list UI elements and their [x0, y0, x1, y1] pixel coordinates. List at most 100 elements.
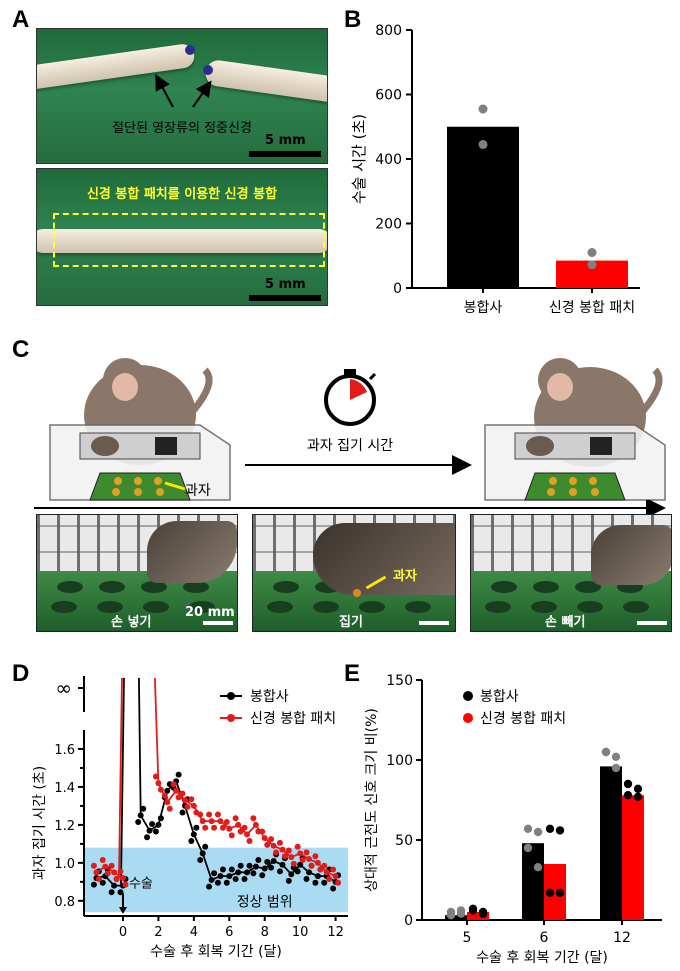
data-point	[217, 818, 224, 825]
data-point	[223, 819, 230, 826]
data-point	[119, 875, 126, 882]
series-line-to-inf	[120, 677, 125, 886]
monkey-arm-out	[591, 525, 671, 585]
x-tick-label: 12	[613, 930, 631, 946]
data-point	[321, 879, 328, 886]
normal-range-label: 정상 범위	[237, 894, 293, 910]
data-point	[545, 888, 555, 897]
bar	[622, 795, 644, 920]
cut-nerve-label: 절단된 영장류의 정중신경	[112, 121, 252, 136]
data-point	[155, 780, 162, 787]
data-point	[157, 786, 164, 793]
data-point	[252, 821, 259, 828]
data-point	[523, 824, 533, 833]
scale-bar-top	[249, 151, 321, 157]
cage-right	[484, 424, 666, 501]
data-point	[478, 909, 488, 918]
data-point	[111, 869, 118, 876]
data-point	[332, 873, 339, 880]
data-point	[152, 828, 159, 835]
x-tick-label: 8	[261, 925, 269, 940]
photo-label-hand-out: 손 빼기	[545, 615, 586, 630]
nerve-tip-left	[185, 45, 195, 55]
data-point	[446, 911, 456, 920]
data-point	[276, 839, 283, 846]
data-point	[219, 824, 226, 831]
data-point	[164, 787, 171, 794]
data-point	[99, 857, 106, 864]
data-point	[279, 861, 286, 868]
data-point	[623, 779, 633, 789]
data-point	[206, 811, 213, 818]
data-point	[244, 869, 251, 876]
x-tick-label: 10	[292, 925, 309, 940]
x-tick-label: 0	[119, 925, 127, 940]
data-point	[102, 863, 109, 870]
data-point	[633, 792, 643, 801]
data-point	[555, 826, 565, 835]
data-point	[175, 794, 182, 801]
data-point	[190, 831, 197, 838]
data-point	[144, 834, 151, 841]
data-point	[184, 803, 191, 810]
data-point	[111, 882, 118, 889]
photo-cut-nerve: 절단된 영장류의 정중신경 5 mm	[36, 28, 328, 164]
photo-scale-bar-3	[637, 621, 667, 625]
data-point	[214, 879, 221, 886]
data-point	[208, 876, 215, 883]
data-point	[193, 824, 200, 831]
arrow-left	[155, 73, 174, 108]
data-point	[279, 846, 286, 853]
legend-swatch-dot	[227, 714, 235, 722]
y-tick-label: 0	[393, 281, 402, 297]
data-point	[108, 889, 115, 896]
bar	[544, 864, 566, 920]
data-point	[285, 877, 292, 884]
data-point	[456, 906, 466, 915]
data-point	[297, 861, 304, 868]
nerve-joined	[37, 229, 327, 253]
data-point	[294, 843, 301, 850]
data-point	[135, 819, 142, 826]
data-point	[219, 866, 226, 873]
data-point	[166, 805, 173, 812]
x-tick-label: 4	[190, 925, 198, 940]
data-point	[117, 889, 124, 896]
data-point	[303, 849, 310, 856]
data-point	[181, 797, 188, 804]
data-point	[297, 850, 304, 857]
data-point	[250, 815, 257, 822]
data-point	[306, 869, 313, 876]
bar	[445, 915, 467, 920]
data-point	[175, 771, 182, 778]
bar	[467, 912, 489, 920]
data-point	[90, 862, 97, 869]
photo-grab: 과자 집기	[252, 514, 456, 632]
y-tick-label: 100	[386, 753, 413, 769]
x-axis-label: 수술 후 회복 기간 (달)	[150, 944, 282, 960]
stopwatch-icon	[324, 369, 377, 426]
data-point	[314, 859, 321, 866]
y-axis-label: 과자 집기 시간 (초)	[32, 766, 48, 880]
photo-scale-bar	[203, 621, 233, 625]
data-point	[228, 832, 235, 839]
timeline-arrow	[34, 500, 666, 516]
data-point	[533, 827, 543, 837]
data-point	[190, 802, 197, 809]
data-point	[317, 866, 324, 873]
data-point	[188, 838, 195, 845]
data-point	[288, 854, 295, 861]
photo-snack-label: 과자	[393, 569, 417, 584]
data-point	[281, 853, 288, 860]
data-point	[90, 881, 97, 888]
data-point	[335, 879, 342, 886]
legend-label: 신경 봉합 패치	[250, 711, 336, 727]
data-point	[188, 796, 195, 803]
patch-region-box	[53, 213, 325, 267]
data-point	[290, 860, 297, 867]
panel-label-c: C	[12, 336, 30, 363]
data-point	[246, 862, 253, 869]
data-point	[533, 863, 543, 872]
legend-swatch-dot	[463, 713, 473, 723]
monkey-arm	[147, 521, 237, 583]
